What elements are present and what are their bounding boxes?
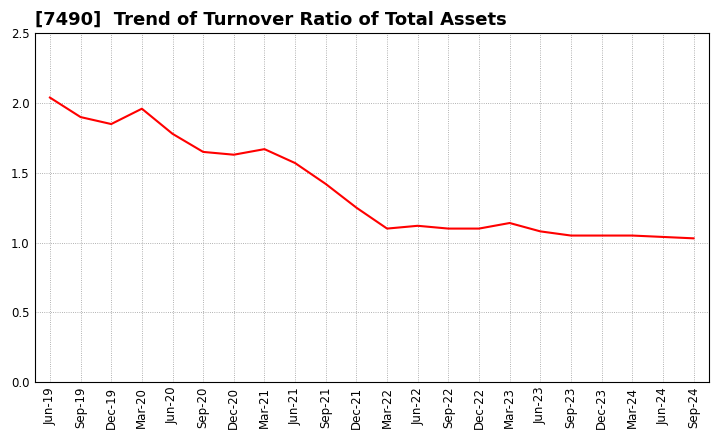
Text: [7490]  Trend of Turnover Ratio of Total Assets: [7490] Trend of Turnover Ratio of Total …: [35, 11, 506, 29]
